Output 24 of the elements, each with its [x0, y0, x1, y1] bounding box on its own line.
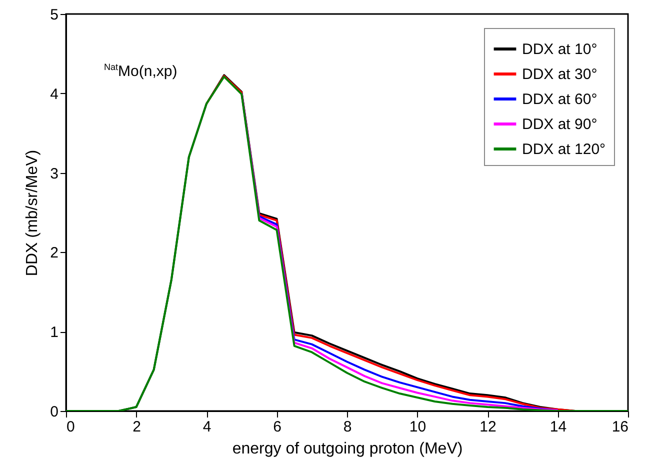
x-tick-label: 10 — [409, 418, 426, 436]
legend-label: DDX at 90° — [522, 116, 598, 133]
y-tick-label: 3 — [50, 165, 58, 182]
x-tick-label: 8 — [343, 418, 352, 436]
legend-label: DDX at 30° — [522, 66, 598, 83]
y-tick-label: 1 — [50, 324, 58, 342]
y-tick-label: 5 — [50, 6, 58, 24]
x-tick-label: 0 — [66, 418, 75, 436]
x-tick-label: 6 — [273, 418, 282, 436]
x-tick-label: 16 — [612, 418, 628, 436]
x-axis-title: energy of outgoing proton (MeV) — [232, 440, 463, 458]
x-tick-label: 12 — [480, 418, 496, 436]
legend-label: DDX at 60° — [522, 91, 598, 108]
legend-label: DDX at 120° — [522, 141, 606, 158]
y-tick-label: 2 — [50, 244, 58, 262]
annotation: $^{Nat}$Mo(n,xp) — [104, 62, 178, 80]
x-tick-label: 4 — [202, 418, 212, 436]
x-tick-label: 2 — [132, 418, 141, 436]
y-axis-title: DDX (mb/sr/MeV) — [24, 150, 42, 276]
legend-label: DDX at 10° — [522, 41, 598, 58]
y-tick-label: 0 — [50, 404, 58, 420]
x-tick-label: 14 — [550, 418, 567, 436]
y-tick-label: 4 — [50, 86, 58, 103]
line-series — [240, 92, 559, 411]
